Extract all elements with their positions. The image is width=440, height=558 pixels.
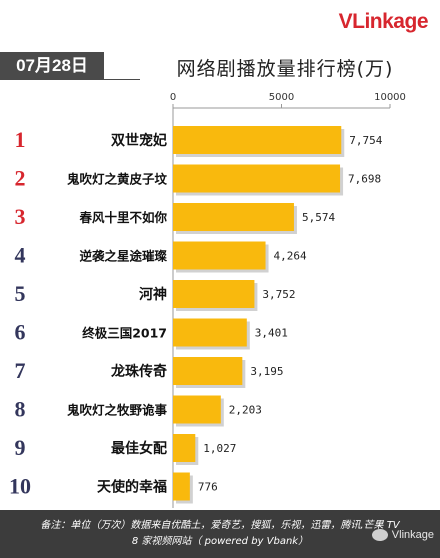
value-label: 4,264 [274,250,307,263]
rank-number: 8 [15,397,26,422]
chat-bubble-icon [371,529,388,541]
category-label: 河神 [139,286,167,303]
bar [173,126,342,154]
value-label: 7,698 [348,173,381,186]
rank-number: 2 [15,166,26,191]
bar [173,395,221,424]
category-label: 最佳女配 [111,440,167,457]
value-label: 3,752 [262,288,295,301]
rank-number: 5 [15,281,26,306]
category-label: 鬼吹灯之黄皮子坟 [67,172,168,187]
rank-number: 10 [9,474,31,499]
footer-note-line1: 备注：单位（万次）数据来自优酷土，爱奇艺，搜狐，乐视，迅雷，腾讯,芒果 TV [40,520,400,531]
vlinkage-logo: VLinkage [338,10,429,34]
bar [173,203,294,231]
logo-prefix: V [338,10,353,33]
bar [173,280,255,308]
value-label: 2,203 [229,404,262,417]
rank-number: 6 [15,320,26,345]
ranking-bar-chart: 0 5000 10000 1 双世宠妃 7,754 2 鬼吹灯之黄皮子坟 7,698 3 春风十里不… [9,92,406,508]
x-tick-label: 10000 [374,92,406,103]
rank-number: 7 [15,358,26,383]
logo-text: Linkage [352,10,428,33]
value-label: 776 [198,481,218,494]
chart-title: 网络剧播放量排行榜(万) [176,58,394,80]
category-label: 双世宠妃 [111,132,167,149]
bar [173,164,341,193]
footer-bar [0,510,440,558]
bar [173,318,247,347]
category-label: 鬼吹灯之牧野诡事 [67,403,168,418]
rank-number: 1 [15,127,26,152]
watermark-text: Vlinkage [391,529,434,541]
watermark: Vlinkage [371,529,434,541]
value-label: 1,027 [203,442,236,455]
value-label: 7,754 [349,134,382,147]
bar [173,357,243,385]
category-label: 逆袭之星途璀璨 [79,249,167,264]
value-label: 3,195 [250,365,283,378]
bar [173,472,190,501]
x-tick-label: 5000 [269,92,294,103]
bar [173,241,266,270]
category-label: 龙珠传奇 [110,363,167,380]
category-label: 终极三国2017 [82,326,167,341]
value-label: 5,574 [302,211,335,224]
rank-number: 9 [15,435,26,460]
category-label: 天使的幸福 [97,479,167,496]
bar [173,434,196,462]
rank-number: 3 [15,204,26,229]
date-badge: 07月28日 [0,52,104,80]
category-label: 春风十里不如你 [78,210,167,225]
footer-note-line2: 8 家视频网站（ powered by Vbank） [131,536,309,547]
date-underline [104,79,140,80]
rank-number: 4 [15,243,26,268]
value-label: 3,401 [255,327,288,340]
x-tick-label: 0 [170,92,176,103]
